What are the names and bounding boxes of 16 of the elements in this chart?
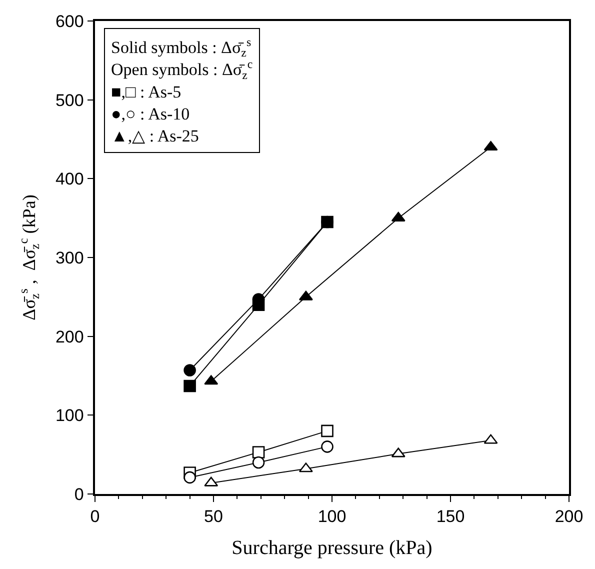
x-tick-label: 0 xyxy=(90,507,100,526)
x-tick-label: 100 xyxy=(318,507,346,526)
y-tick-label: 600 xyxy=(55,12,84,31)
y-tick-label: 500 xyxy=(55,90,84,110)
annotation: ■,□ : As-5 xyxy=(111,82,182,102)
x-tick-label: 50 xyxy=(204,507,223,526)
y-tick-label: 300 xyxy=(55,248,84,268)
x-tick-label: 150 xyxy=(436,507,465,526)
y-tick-label: 200 xyxy=(55,327,84,346)
y-tick-label: 0 xyxy=(74,484,84,504)
annotation: ●,○ : As-10 xyxy=(111,104,190,124)
y-tick-label: 400 xyxy=(55,170,84,189)
annotation: ▲,△ : As-25 xyxy=(111,126,199,146)
y-tick-label: 100 xyxy=(55,406,84,426)
x-tick-label: 200 xyxy=(554,507,584,526)
x-axis-title: Surcharge pressure (kPa) xyxy=(232,537,432,560)
